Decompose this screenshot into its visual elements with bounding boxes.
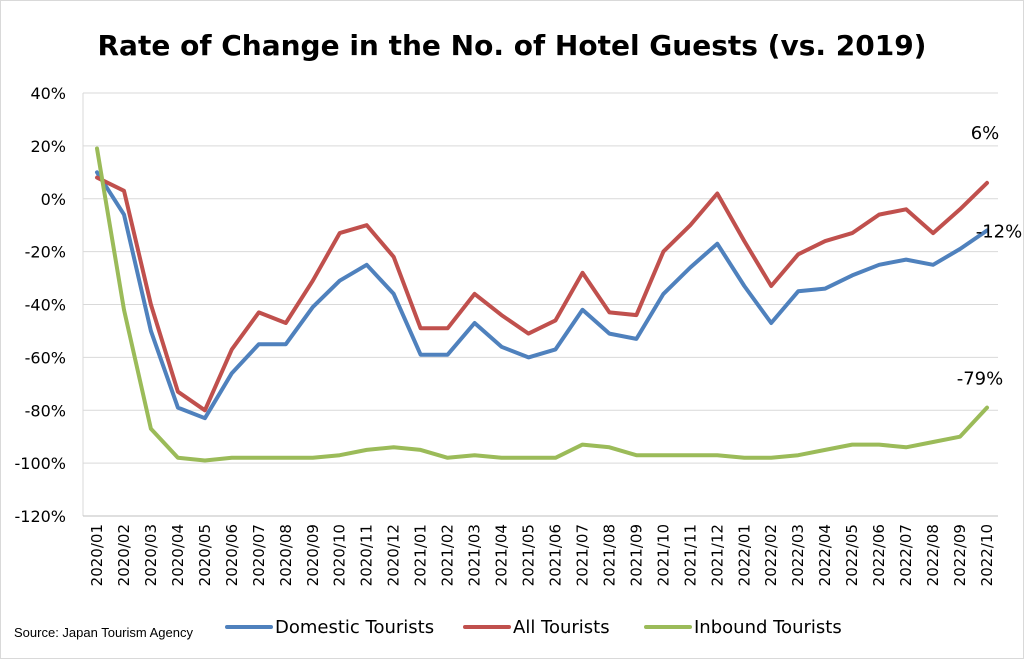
gridlines xyxy=(82,92,998,517)
x-tick-label: 2021/09 xyxy=(627,524,645,586)
x-tick-label: 2021/10 xyxy=(654,524,672,586)
x-tick-label: 2020/06 xyxy=(223,524,241,586)
chart-title: Rate of Change in the No. of Hotel Guest… xyxy=(98,29,927,62)
x-tick-label: 2022/07 xyxy=(897,524,915,586)
x-tick-label: 2021/03 xyxy=(466,524,484,586)
x-tick-label: 2020/04 xyxy=(169,524,187,586)
series-line xyxy=(95,175,989,413)
x-tick-label: 2021/06 xyxy=(546,524,564,586)
x-tick-label: 2020/09 xyxy=(304,524,322,586)
series-line xyxy=(95,146,989,463)
x-tick-label: 2022/04 xyxy=(816,524,834,586)
y-tick-label: 20% xyxy=(30,137,66,156)
legend: Domestic Tourists All Tourists Inbound Tou… xyxy=(225,617,842,638)
legend-label: Domestic Tourists xyxy=(275,617,434,638)
x-tick-label: 2020/10 xyxy=(331,524,349,586)
x-tick-label: 2022/03 xyxy=(789,524,807,586)
x-tick-label: 2021/07 xyxy=(573,524,591,586)
series-lines xyxy=(95,146,989,463)
y-tick-label: 40% xyxy=(30,84,66,103)
x-tick-label: 2022/06 xyxy=(870,524,888,586)
y-tick-label: -40% xyxy=(25,296,66,315)
source-note: Source: Japan Tourism Agency xyxy=(14,625,193,640)
x-axis-ticks: 2020/01 2020/02 2020/03 2020/04 2020/05 2020/… xyxy=(88,524,996,586)
data-annotations: 6% -12% -79% xyxy=(957,123,1023,390)
data-label: -79% xyxy=(957,369,1004,390)
legend-label: All Tourists xyxy=(513,617,610,638)
data-label: -12% xyxy=(976,221,1023,242)
x-tick-label: 2020/07 xyxy=(250,524,268,586)
x-tick-label: 2022/09 xyxy=(951,524,969,586)
x-tick-label: 2021/05 xyxy=(520,524,538,586)
data-label: 6% xyxy=(971,123,1000,144)
x-tick-label: 2022/05 xyxy=(843,524,861,586)
x-tick-label: 2021/04 xyxy=(493,524,511,586)
x-tick-label: 2021/02 xyxy=(439,524,457,586)
x-tick-label: 2021/08 xyxy=(600,524,618,586)
y-tick-label: 0% xyxy=(41,190,66,209)
x-tick-label: 2020/12 xyxy=(385,524,403,586)
y-tick-label: -20% xyxy=(25,243,66,262)
x-tick-label: 2020/05 xyxy=(196,524,214,586)
x-tick-label: 2021/11 xyxy=(681,524,699,586)
y-tick-label: -80% xyxy=(25,401,66,420)
x-tick-label: 2020/01 xyxy=(88,524,106,586)
x-tick-label: 2020/03 xyxy=(142,524,160,586)
x-tick-label: 2021/12 xyxy=(708,524,726,586)
x-tick-label: 2022/02 xyxy=(762,524,780,586)
y-tick-label: -60% xyxy=(25,348,66,367)
x-tick-label: 2022/10 xyxy=(978,524,996,586)
series-line xyxy=(95,170,989,421)
x-tick-label: 2022/01 xyxy=(735,524,753,586)
x-tick-label: 2020/02 xyxy=(115,524,133,586)
x-tick-label: 2020/11 xyxy=(358,524,376,586)
y-axis-ticks: 40% 20% 0% -20% -40% -60% -80% -100% -120% xyxy=(14,84,66,526)
x-tick-label: 2022/08 xyxy=(924,524,942,586)
legend-label: Inbound Tourists xyxy=(694,617,842,638)
x-tick-label: 2021/01 xyxy=(412,524,430,586)
x-tick-label: 2020/08 xyxy=(277,524,295,586)
y-tick-label: -100% xyxy=(14,454,66,473)
y-tick-label: -120% xyxy=(14,507,66,526)
